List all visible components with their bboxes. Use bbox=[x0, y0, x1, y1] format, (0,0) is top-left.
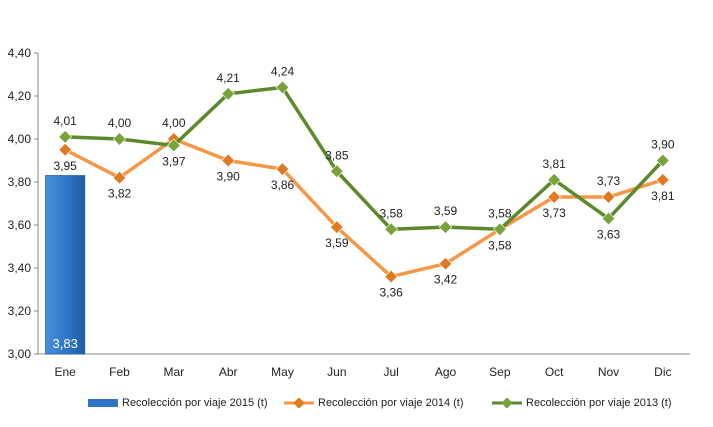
series-label-0: 3,42 bbox=[434, 273, 458, 287]
series-marker-1 bbox=[438, 220, 453, 234]
legend-item-2013: Recolección por viaje 2013 (t) bbox=[492, 397, 672, 409]
y-tick-label: 3,20 bbox=[8, 304, 32, 318]
y-tick-label: 4,40 bbox=[8, 46, 32, 60]
series-marker-0 bbox=[58, 142, 72, 157]
series-marker-1 bbox=[656, 153, 670, 168]
series-label-1: 3,63 bbox=[597, 228, 621, 242]
x-tick-label: Nov bbox=[598, 365, 619, 379]
y-tick-label: 4,20 bbox=[8, 89, 32, 103]
series-marker-0 bbox=[547, 190, 561, 204]
series-label-0: 3,36 bbox=[379, 286, 403, 300]
series-label-1: 3,58 bbox=[379, 206, 403, 220]
legend-item-2014: Recolección por viaje 2014 (t) bbox=[284, 397, 464, 409]
bar-2015 bbox=[45, 175, 86, 355]
y-tick-label: 3,60 bbox=[8, 218, 32, 232]
series-label-1: 3,85 bbox=[325, 148, 349, 162]
series-label-0: 3,59 bbox=[325, 236, 349, 250]
series-marker-0 bbox=[221, 153, 235, 168]
axes: 3,00 3,20 3,40 3,60 3,80 4,00 4,20 4,40 Ene Feb Ma… bbox=[8, 46, 690, 379]
y-tick-label: 4,00 bbox=[8, 132, 32, 146]
series-label-0: 3,82 bbox=[108, 187, 132, 201]
series-marker-1 bbox=[112, 132, 127, 146]
legend-swatch-2014 bbox=[284, 398, 314, 408]
series-label-1: 4,01 bbox=[53, 114, 77, 128]
series-label-0: 3,90 bbox=[216, 170, 240, 184]
legend-swatch-2013 bbox=[492, 398, 522, 408]
legend-label-2015: Recolección por viaje 2015 (t) bbox=[122, 397, 268, 409]
x-tick-label: May bbox=[271, 365, 294, 379]
series-marker-1 bbox=[58, 130, 72, 144]
series-label-1: 4,00 bbox=[108, 116, 132, 130]
series-marker-1 bbox=[275, 80, 290, 95]
series-label-1: 3,58 bbox=[488, 206, 512, 220]
series-marker-0 bbox=[112, 170, 127, 185]
series-marker-0 bbox=[330, 220, 344, 234]
series-label-1: 3,81 bbox=[542, 157, 566, 171]
x-tick-label: Abr bbox=[219, 365, 238, 379]
line-series bbox=[58, 80, 670, 284]
legend: Recolección por viaje 2015 (t) Recolecci… bbox=[0, 393, 713, 417]
series-label-1: 3,90 bbox=[651, 138, 675, 152]
x-tick-label: Dic bbox=[654, 365, 671, 379]
series-label-0: 3,73 bbox=[542, 206, 566, 220]
series-marker-0 bbox=[438, 256, 453, 271]
series-marker-0 bbox=[275, 162, 290, 176]
legend-item-2015: Recolección por viaje 2015 (t) bbox=[88, 397, 268, 409]
series-marker-1 bbox=[601, 211, 616, 226]
series-marker-1 bbox=[493, 222, 507, 237]
x-tick-label: Sep bbox=[489, 365, 511, 379]
y-tick-label: 3,80 bbox=[8, 175, 32, 189]
x-tick-label: Oct bbox=[545, 365, 564, 379]
y-tick-label: 3,00 bbox=[8, 347, 32, 361]
legend-label-2013: Recolección por viaje 2013 (t) bbox=[526, 397, 672, 409]
x-tick-label: Feb bbox=[109, 365, 130, 379]
bar-series bbox=[45, 175, 86, 355]
x-tick-label: Ene bbox=[54, 365, 76, 379]
x-tick-label: Mar bbox=[163, 365, 184, 379]
series-marker-1 bbox=[330, 164, 344, 179]
x-tick-label: Jun bbox=[327, 365, 346, 379]
bar-label-2015: 3,83 bbox=[53, 336, 78, 351]
y-tick-label: 3,40 bbox=[8, 261, 32, 275]
series-line-0 bbox=[64, 137, 664, 279]
series-marker-0 bbox=[601, 190, 616, 204]
series-marker-1 bbox=[547, 173, 561, 187]
series-label-0: 3,81 bbox=[651, 189, 675, 203]
series-label-1: 4,24 bbox=[271, 64, 295, 78]
series-marker-1 bbox=[221, 87, 235, 101]
series-label-0: 3,73 bbox=[597, 174, 621, 188]
series-marker-0 bbox=[656, 173, 670, 187]
x-tick-label: Ago bbox=[435, 365, 457, 379]
series-marker-0 bbox=[384, 269, 398, 284]
series-label-0: 3,58 bbox=[488, 238, 512, 252]
series-label-1: 3,59 bbox=[434, 204, 458, 218]
legend-label-2014: Recolección por viaje 2014 (t) bbox=[318, 397, 464, 409]
series-line-1 bbox=[65, 85, 665, 232]
data-labels: 3,83 3,95 3,82 4,00 3,90 3,86 3,59 3,36 3,42 3,58… bbox=[53, 64, 675, 351]
series-label-0: 3,86 bbox=[271, 178, 295, 192]
x-tick-label: Jul bbox=[383, 365, 398, 379]
chart-area: 3,00 3,20 3,40 3,60 3,80 4,00 4,20 4,40 Ene Feb Ma… bbox=[8, 46, 690, 379]
series-label-0: 3,95 bbox=[53, 159, 77, 173]
legend-swatch-2015 bbox=[88, 399, 118, 407]
series-label-1: 4,21 bbox=[216, 71, 240, 85]
series-label-1: 3,97 bbox=[162, 154, 186, 168]
series-label-0: 4,00 bbox=[162, 116, 186, 130]
series-marker-1 bbox=[384, 222, 398, 237]
series-marker-1 bbox=[167, 138, 181, 153]
